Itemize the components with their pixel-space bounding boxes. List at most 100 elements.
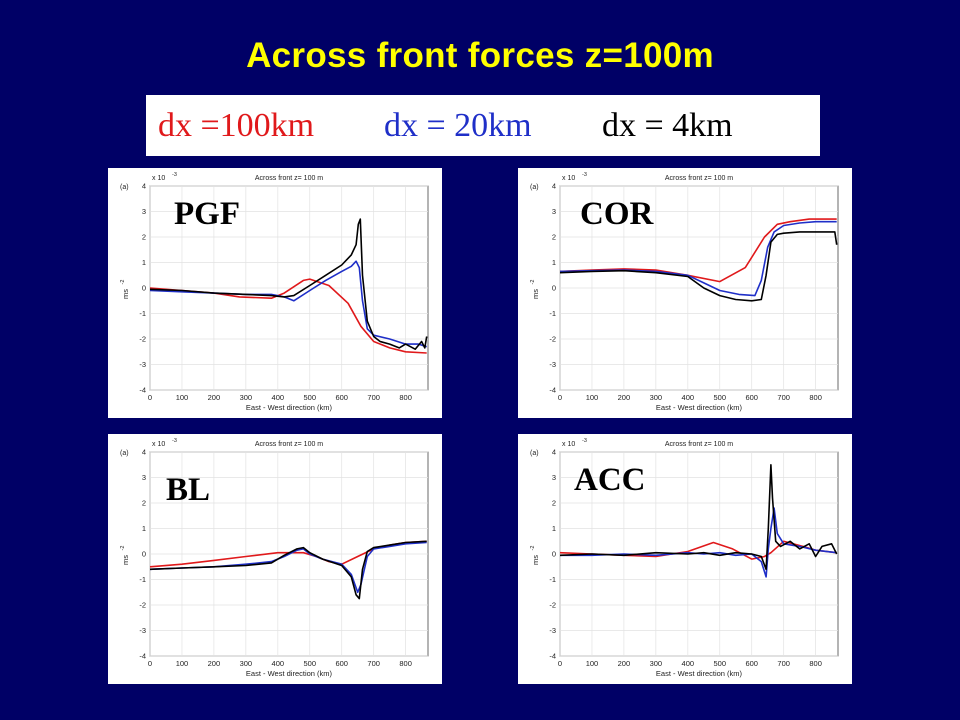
x-tick-label: 600 xyxy=(335,659,348,668)
y-tick-label: -3 xyxy=(139,360,146,369)
y-tick-label: 2 xyxy=(552,499,556,508)
resolution-legend: dx =100km dx = 20km dx = 4km xyxy=(146,95,820,156)
y-tick-label: 1 xyxy=(142,524,146,533)
y-multiplier-exponent: -3 xyxy=(582,172,587,178)
panel-tag: (a) xyxy=(530,184,539,191)
series-4km-line xyxy=(559,463,838,571)
panel-tag: (a) xyxy=(530,450,539,457)
y-tick-label: 0 xyxy=(142,284,146,293)
y-tick-label: -3 xyxy=(549,626,556,635)
y-tick-label: -1 xyxy=(549,575,556,584)
y-tick-label: 4 xyxy=(142,182,146,191)
x-tick-label: 500 xyxy=(304,659,317,668)
series-20km-line xyxy=(559,220,837,297)
x-tick-label: 300 xyxy=(650,393,663,402)
y-multiplier: x 10 xyxy=(562,175,575,182)
series-100km-line xyxy=(149,278,427,354)
y-tick-label: -3 xyxy=(139,626,146,635)
panel-label-pgf: PGF xyxy=(174,196,240,232)
chart-cor: 0 100 200 300 400 500 600 700 800 -4 -3 -2 -1 0 1 2 3 4 Ac… xyxy=(530,172,839,412)
x-tick-label: 800 xyxy=(809,393,822,402)
y-tick-label: -1 xyxy=(139,575,146,584)
y-tick-label: 3 xyxy=(142,473,146,482)
y-tick-label: 4 xyxy=(552,448,556,457)
x-tick-label: 0 xyxy=(558,393,562,402)
panel-acc: 0 100 200 300 400 500 600 700 800 -4 -3 -2 -1 0 1 2 3 4 Ac… xyxy=(518,434,852,684)
panel-label-acc: ACC xyxy=(574,462,646,498)
y-tick-label: 0 xyxy=(552,284,556,293)
y-multiplier: x 10 xyxy=(152,441,165,448)
x-tick-label: 700 xyxy=(367,393,380,402)
y-tick-label: 3 xyxy=(552,473,556,482)
x-tick-label: 700 xyxy=(367,659,380,668)
y-axis-label-exponent: -2 xyxy=(120,280,126,285)
x-axis-label: East - West direction (km) xyxy=(656,403,743,412)
x-tick-label: 700 xyxy=(777,393,790,402)
chart-title: Across front z= 100 m xyxy=(665,175,733,182)
x-tick-label: 600 xyxy=(745,393,758,402)
series-100km-line xyxy=(559,218,837,283)
y-axis-label: ms -2 xyxy=(530,280,540,299)
legend-item-4km: dx = 4km xyxy=(602,107,733,144)
y-tick-label: 4 xyxy=(142,448,146,457)
x-tick-label: 800 xyxy=(399,659,412,668)
panel-tag: (a) xyxy=(120,184,129,191)
y-multiplier: x 10 xyxy=(562,441,575,448)
x-tick-label: 500 xyxy=(714,393,727,402)
y-axis-label-exponent: -2 xyxy=(120,546,126,551)
chart-bl: 0 100 200 300 400 500 600 700 800 -4 -3 -2 -1 0 1 2 3 4 Ac… xyxy=(120,438,429,678)
y-tick-label: -4 xyxy=(549,386,556,395)
x-tick-label: 100 xyxy=(586,393,599,402)
series-4km-line xyxy=(559,231,838,302)
x-tick-label: 500 xyxy=(714,659,727,668)
y-tick-label: 4 xyxy=(552,182,556,191)
y-tick-label: 0 xyxy=(552,550,556,559)
x-tick-label: 400 xyxy=(682,393,695,402)
y-multiplier: x 10 xyxy=(152,175,165,182)
y-axis-label: ms -2 xyxy=(120,280,130,299)
x-tick-label: 100 xyxy=(176,393,189,402)
slide-title: Across front forces z=100m xyxy=(246,36,714,75)
x-tick-label: 400 xyxy=(682,659,695,668)
x-tick-label: 200 xyxy=(618,393,631,402)
x-tick-label: 400 xyxy=(272,659,285,668)
y-tick-label: 2 xyxy=(142,499,146,508)
x-tick-label: 100 xyxy=(586,659,599,668)
y-tick-label: -4 xyxy=(139,652,146,661)
x-axis-label: East - West direction (km) xyxy=(656,669,743,678)
chart-title: Across front z= 100 m xyxy=(665,441,733,448)
chart-acc: 0 100 200 300 400 500 600 700 800 -4 -3 -2 -1 0 1 2 3 4 Ac… xyxy=(530,438,839,678)
chart-title: Across front z= 100 m xyxy=(255,441,323,448)
y-tick-label: 0 xyxy=(142,550,146,559)
x-tick-label: 500 xyxy=(304,393,317,402)
y-tick-label: -3 xyxy=(549,360,556,369)
legend-item-20km: dx = 20km xyxy=(384,107,532,144)
x-axis-label: East - West direction (km) xyxy=(246,669,333,678)
x-tick-label: 200 xyxy=(208,659,221,668)
legend-item-100km: dx =100km xyxy=(158,107,315,144)
panel-pgf: 0 100 200 300 400 500 600 700 800 -4 -3 -2 -1 0 1 2 3 4 Ac… xyxy=(108,168,442,418)
panel-label-bl: BL xyxy=(166,472,211,508)
y-tick-label: -1 xyxy=(549,309,556,318)
y-tick-label: -2 xyxy=(139,335,146,344)
x-tick-label: 600 xyxy=(745,659,758,668)
panel-bl: 0 100 200 300 400 500 600 700 800 -4 -3 -2 -1 0 1 2 3 4 Ac… xyxy=(108,434,442,684)
y-multiplier-exponent: -3 xyxy=(172,172,177,178)
x-tick-label: 400 xyxy=(272,393,285,402)
y-tick-label: -2 xyxy=(139,601,146,610)
chart-title: Across front z= 100 m xyxy=(255,175,323,182)
series-4km-line xyxy=(149,540,427,600)
x-axis-label: East - West direction (km) xyxy=(246,403,333,412)
x-tick-label: 800 xyxy=(399,393,412,402)
y-tick-label: -4 xyxy=(549,652,556,661)
x-tick-label: 700 xyxy=(777,659,790,668)
y-axis-label-text: ms xyxy=(121,555,130,565)
y-tick-label: -1 xyxy=(139,309,146,318)
y-tick-label: -2 xyxy=(549,601,556,610)
y-axis-label-text: ms xyxy=(531,289,540,299)
x-tick-label: 0 xyxy=(148,393,152,402)
chart-pgf: 0 100 200 300 400 500 600 700 800 -4 -3 -2 -1 0 1 2 3 4 Ac… xyxy=(120,172,429,412)
x-tick-label: 300 xyxy=(650,659,663,668)
panel-label-cor: COR xyxy=(580,196,654,232)
x-tick-label: 800 xyxy=(809,659,822,668)
